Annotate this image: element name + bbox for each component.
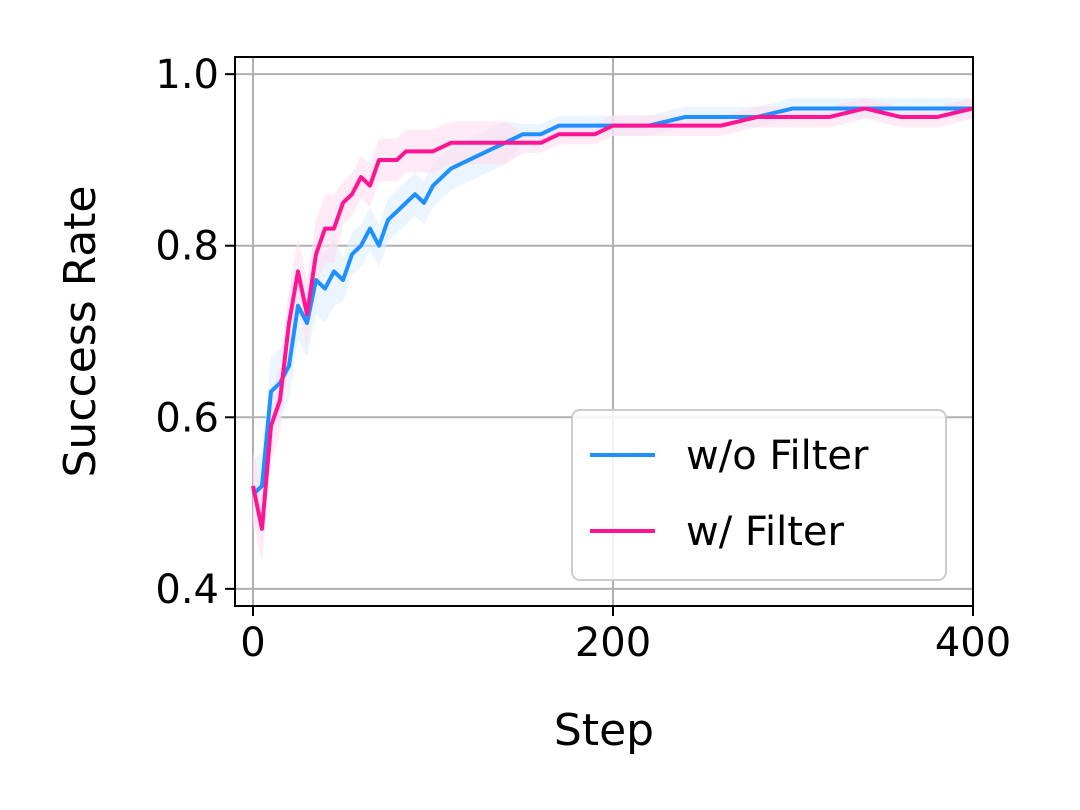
legend-box (571, 409, 947, 581)
tick-layer: 0 200 400 0.4 0.6 0.8 1.0 (155, 52, 1011, 666)
x-tick-label-0: 0 (240, 620, 265, 666)
band-layer (253, 98, 973, 564)
plot-frame (234, 56, 974, 607)
y-tick-label-0: 0.4 (155, 567, 219, 613)
x-tick-label-1: 200 (575, 620, 651, 666)
y-tick-label-1: 0.6 (155, 395, 219, 441)
legend-label-with-filter: w/ Filter (686, 509, 845, 555)
line-layer (251, 106, 974, 531)
y-tick-label-3: 1.0 (155, 52, 219, 98)
series-band-w-o-filter (253, 98, 973, 529)
legend: w/o Filter w/ Filter (571, 409, 947, 581)
x-axis-label: Step (554, 705, 654, 756)
y-axis-label: Success Rate (55, 186, 106, 478)
x-tick-label-2: 400 (935, 620, 1011, 666)
y-tick-label-2: 0.8 (155, 224, 219, 270)
legend-label-without-filter: w/o Filter (686, 433, 869, 479)
